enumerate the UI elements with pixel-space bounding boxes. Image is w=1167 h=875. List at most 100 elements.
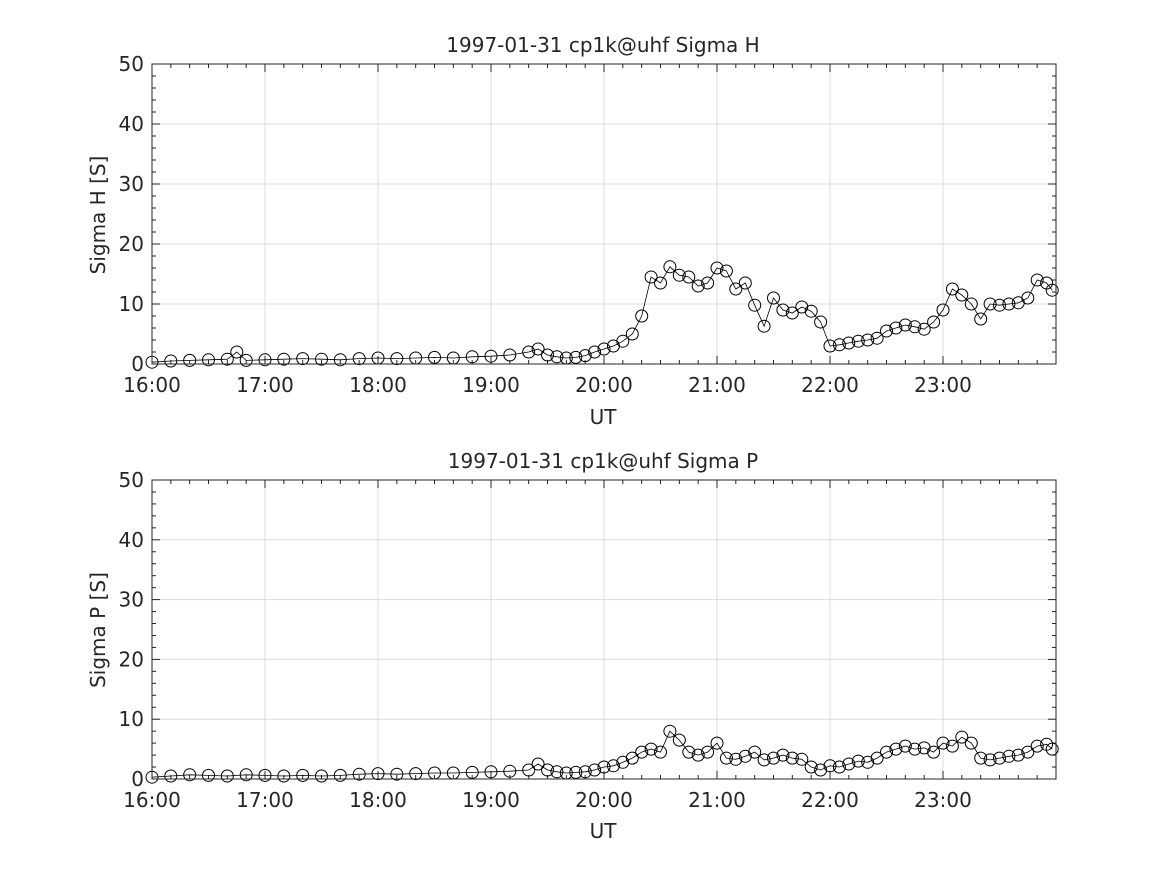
data-point (465, 765, 479, 779)
data-point (851, 334, 865, 348)
data-point (710, 261, 724, 275)
x-tick-label: 23:00 (914, 373, 972, 397)
x-tick-label: 17:00 (236, 788, 294, 812)
y-tick-label: 0 (131, 767, 144, 791)
y-tick-label: 50 (119, 468, 144, 492)
data-point (663, 724, 677, 738)
data-point (974, 751, 988, 765)
data-point (644, 270, 658, 284)
data-point (955, 730, 969, 744)
data-point (814, 763, 828, 777)
x-tick-label: 19:00 (462, 373, 520, 397)
data-point (1030, 739, 1044, 753)
data-point (832, 338, 846, 352)
data-point (277, 352, 291, 366)
data-point (927, 315, 941, 329)
data-point (880, 745, 893, 759)
data-point (202, 768, 215, 782)
data-point (993, 298, 1006, 312)
chart-sigma-p: 1997-01-31 cp1k@uhf Sigma P UT Sigma P [… (86, 449, 1059, 843)
data-point (1002, 749, 1016, 763)
data-point (569, 350, 583, 364)
data-point (183, 353, 197, 367)
x-axis-label: UT (590, 405, 618, 429)
data-point (880, 324, 893, 338)
plot-frame (151, 63, 1057, 365)
data-point (917, 741, 931, 755)
x-tick-label: 16:00 (123, 788, 181, 812)
data-point (371, 767, 385, 781)
x-tick-label: 22:00 (801, 373, 859, 397)
x-tick-label: 16:00 (123, 373, 181, 397)
data-point (672, 733, 686, 747)
data-point (908, 742, 922, 756)
data-point (484, 765, 498, 779)
data-point (870, 751, 884, 765)
x-tick-label: 18:00 (349, 373, 407, 397)
y-axis-label: Sigma H [S] (86, 156, 110, 275)
data-point (927, 745, 941, 759)
data-point (484, 349, 498, 363)
data-point (908, 320, 922, 334)
data-point (767, 751, 780, 765)
data-point (748, 298, 762, 312)
data-point (672, 268, 686, 282)
data-point (729, 752, 743, 766)
data-point (955, 288, 969, 302)
data-point (748, 745, 762, 759)
data-point (531, 342, 545, 356)
data-point (635, 745, 649, 759)
data-point (428, 350, 441, 364)
y-tick-label: 0 (131, 352, 144, 376)
data-point (945, 739, 959, 753)
data-point (738, 276, 752, 290)
data-point (851, 754, 865, 768)
data-point (701, 745, 715, 759)
data-point (503, 348, 517, 362)
data-point (663, 260, 677, 274)
data-point (776, 748, 790, 762)
data-point (861, 333, 875, 347)
data-point (823, 339, 837, 353)
data-point (936, 303, 950, 317)
data-point (682, 270, 696, 284)
y-tick-label: 50 (119, 52, 144, 76)
data-point (333, 353, 347, 367)
data-point (296, 768, 310, 782)
data-point (654, 745, 667, 759)
plot-frame (151, 479, 1057, 780)
chart-title: 1997-01-31 cp1k@uhf Sigma P (448, 449, 758, 473)
data-point (352, 352, 366, 366)
data-point (889, 742, 903, 756)
data-point (503, 764, 517, 778)
data-point (1002, 297, 1016, 311)
data-point (390, 352, 404, 366)
data-point (964, 297, 978, 311)
data-point (625, 751, 639, 765)
data-point (569, 765, 583, 779)
data-point (277, 769, 291, 783)
data-point (691, 748, 705, 762)
data-point (757, 753, 771, 767)
data-point (333, 768, 347, 782)
data-point (738, 749, 752, 763)
data-point (239, 768, 253, 782)
data-point (945, 282, 959, 296)
data-point (230, 345, 244, 359)
data-point (795, 752, 809, 766)
data-point (719, 751, 733, 765)
data-point (606, 759, 620, 773)
data-point (804, 304, 818, 318)
data-point (522, 763, 536, 777)
data-point (842, 336, 856, 350)
data-point (644, 742, 658, 756)
data-point (729, 282, 743, 296)
data-point (164, 769, 178, 783)
data-point (635, 309, 649, 323)
x-tick-label: 17:00 (236, 373, 294, 397)
data-point (183, 768, 197, 782)
y-tick-label: 10 (119, 292, 144, 316)
data-point (1011, 748, 1025, 762)
data-point (541, 763, 554, 777)
data-point (861, 755, 875, 769)
